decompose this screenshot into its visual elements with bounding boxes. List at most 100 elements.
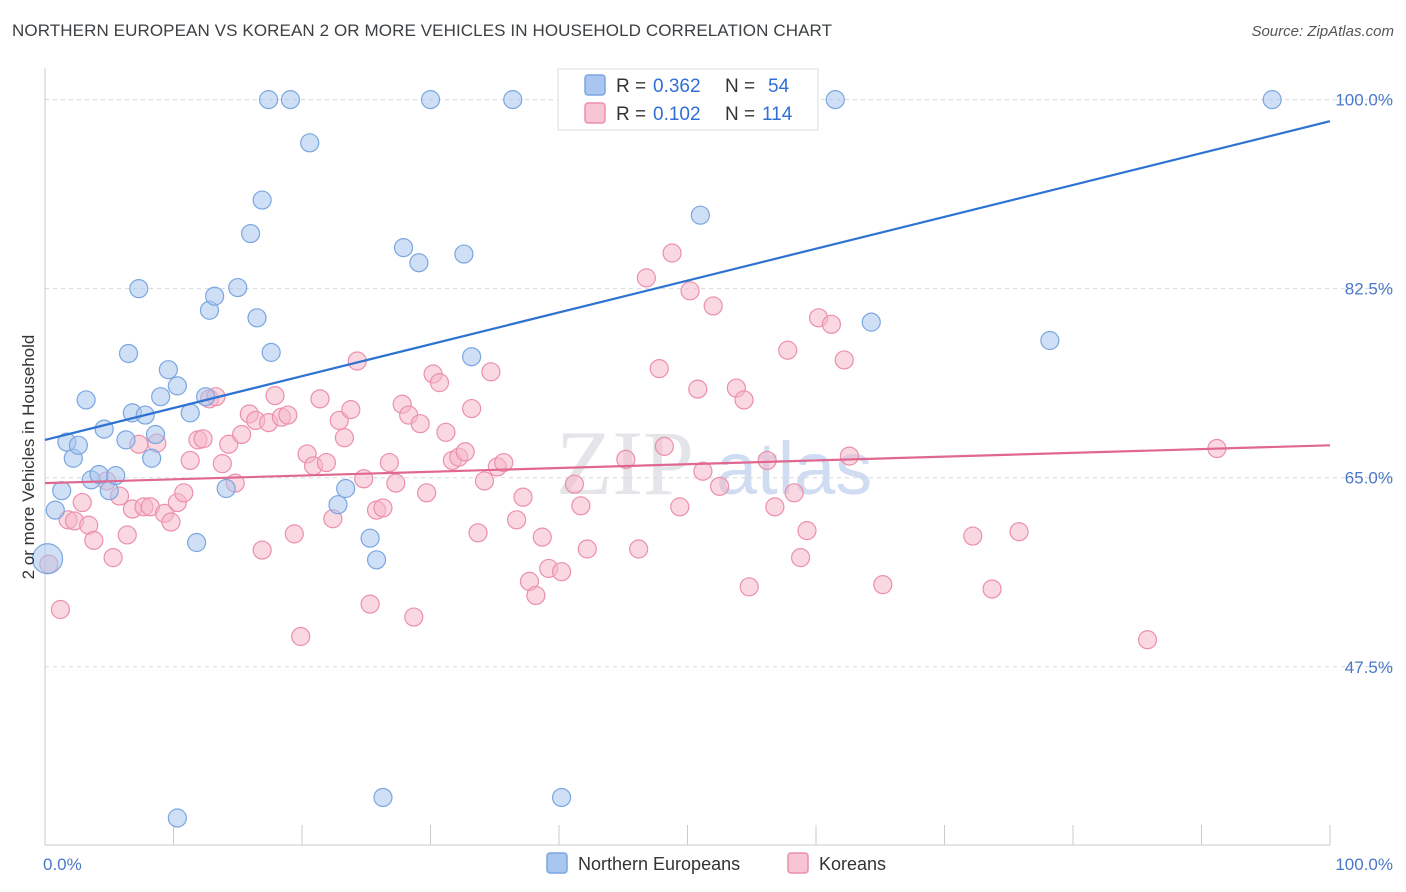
legend-swatch-pink [584, 102, 606, 124]
korean-point [316, 452, 337, 473]
korean-point [72, 492, 92, 513]
northern-european-point [393, 238, 414, 258]
korean-point [212, 454, 232, 474]
northern-european-point [551, 787, 572, 808]
korean-point [50, 599, 71, 620]
legend-n-value-blue: 54 [768, 76, 790, 97]
northern-european-point [118, 343, 139, 364]
legend-r-label: R = [616, 104, 646, 125]
korean-point [193, 429, 213, 449]
korean-point [278, 405, 298, 425]
korean-point [219, 434, 239, 454]
y-tick-label: 82.5% [1345, 280, 1393, 299]
northern-european-point [366, 550, 387, 570]
northern-european-point [1040, 330, 1060, 351]
northern-european-point [1262, 90, 1282, 110]
northern-european-point [52, 481, 72, 501]
korean-point [662, 243, 682, 263]
northern-european-point [258, 90, 279, 110]
korean-point [379, 452, 399, 473]
korean-point [571, 496, 591, 516]
gridlines [45, 99, 1395, 668]
northern-european-point [158, 360, 178, 380]
northern-european-point [205, 286, 225, 306]
korean-point [797, 521, 817, 541]
korean-point [532, 527, 552, 547]
korean-point [734, 390, 754, 410]
korean-point [616, 449, 636, 469]
axes [44, 68, 1331, 846]
bottom-legend: Northern Europeans Koreans [546, 852, 886, 874]
korean-point [334, 428, 355, 448]
korean-point [551, 562, 572, 582]
korean-point [526, 585, 546, 606]
korean-point [174, 483, 194, 503]
northern-european-point [142, 448, 162, 468]
korean-point [84, 530, 104, 550]
korean-point [180, 450, 200, 471]
northern-european-trend-line [44, 120, 1331, 441]
korean-point [577, 539, 597, 559]
northern-european-point [216, 478, 236, 499]
korean-point [265, 386, 285, 406]
bottom-legend-label-pink[interactable]: Koreans [819, 854, 886, 874]
northern-european-point [247, 308, 267, 328]
northern-european-point [241, 223, 261, 244]
northern-european-point [280, 90, 301, 110]
korean-point [636, 268, 656, 288]
korean-point [1009, 522, 1029, 542]
northern-european-point [420, 90, 441, 110]
korean-point [481, 362, 501, 382]
northern-european-point [68, 435, 89, 455]
korean-point [462, 398, 482, 419]
bottom-legend-label-blue[interactable]: Northern Europeans [578, 854, 740, 874]
korean-point [455, 442, 475, 462]
northern-european-point [45, 500, 65, 520]
korean-point [739, 577, 759, 597]
korean-point [834, 350, 854, 370]
northern-european-point [76, 390, 96, 410]
bottom-legend-swatch-pink[interactable] [787, 852, 809, 874]
korean-point [404, 607, 424, 627]
northern-european-point [187, 532, 207, 553]
korean-point [386, 473, 406, 493]
northern-european-point [167, 808, 187, 828]
northern-european-point [167, 376, 187, 396]
korean-point [765, 497, 785, 517]
korean-points [39, 243, 1227, 650]
korean-point [513, 487, 533, 507]
northern-european-point [180, 403, 200, 423]
northern-european-point [300, 133, 320, 153]
northern-european-point [373, 787, 393, 808]
legend-swatch-blue [584, 74, 606, 96]
northern-european-point [360, 528, 380, 548]
korean-point [436, 422, 456, 442]
x-tick-label: 0.0% [43, 855, 82, 874]
korean-trend-line [44, 444, 1331, 485]
korean-point [649, 358, 669, 379]
chart-title: NORTHERN EUROPEAN VS KOREAN 2 OR MORE VE… [12, 21, 833, 40]
korean-point [410, 414, 430, 434]
korean-point [417, 483, 437, 503]
northern-european-points [31, 90, 1282, 828]
bottom-legend-swatch-blue[interactable] [546, 852, 568, 874]
legend-n-value-pink: 114 [762, 104, 793, 125]
legend-r-label: R = [616, 76, 646, 97]
northern-european-point [151, 387, 171, 407]
korean-point [232, 424, 252, 445]
korean-point [963, 526, 983, 546]
x-tick-label: 100.0% [1335, 855, 1393, 874]
korean-point [839, 446, 860, 466]
northern-european-point [336, 478, 356, 499]
korean-point [360, 594, 380, 614]
korean-point [821, 314, 842, 334]
korean-point [654, 436, 674, 456]
korean-point [117, 525, 137, 545]
korean-point [784, 483, 804, 503]
korean-point [474, 471, 495, 491]
northern-european-point [462, 347, 482, 367]
northern-european-point [252, 190, 272, 210]
korean-point [982, 579, 1002, 599]
northern-european-point [825, 90, 845, 110]
korean-point [252, 540, 272, 560]
